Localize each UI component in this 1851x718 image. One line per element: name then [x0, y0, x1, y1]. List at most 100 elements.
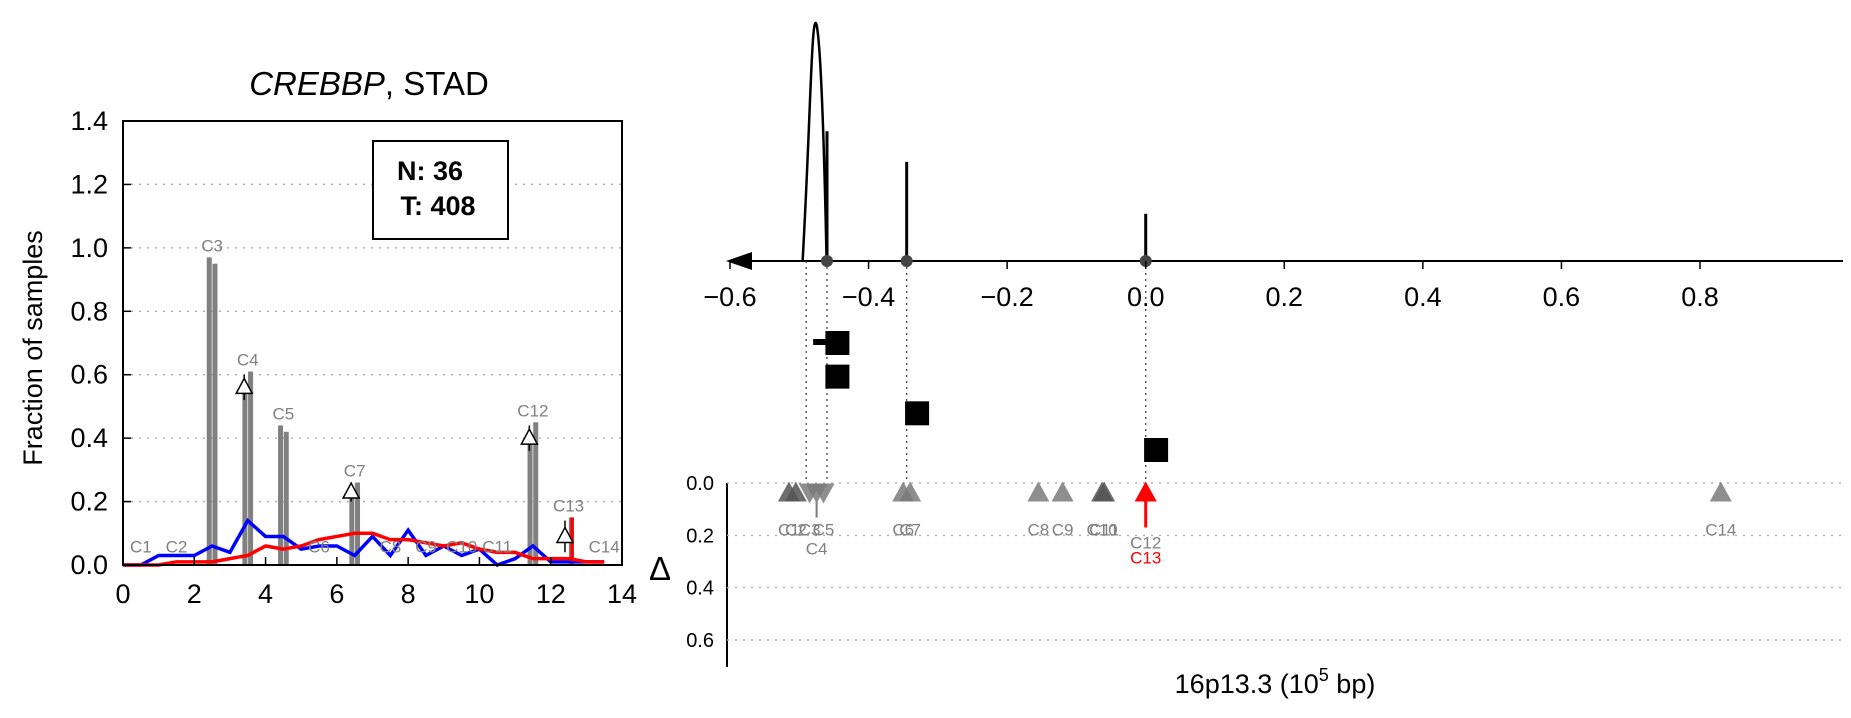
left-component-label: C4 — [237, 351, 259, 370]
right-xtick-label: −0.6 — [703, 282, 756, 312]
left-bar — [533, 422, 539, 565]
right-triangle-marker — [784, 481, 807, 502]
left-component-label: C2 — [166, 537, 188, 556]
left-component-label: C8 — [379, 537, 401, 556]
left-ylabel: Fraction of samples — [18, 230, 48, 466]
left-series-line — [123, 531, 605, 567]
right-square-marker — [1144, 438, 1169, 462]
left-component-label: C3 — [201, 236, 223, 255]
left-ytick-label: 1.2 — [70, 169, 108, 199]
legend-frame — [372, 140, 509, 240]
left-bar — [206, 257, 212, 565]
left-bar — [278, 425, 284, 565]
left-component-label: C11 — [482, 537, 512, 556]
left-ytick-label: 0.6 — [70, 360, 108, 390]
right-component-label: C13 — [1130, 548, 1161, 567]
right-square-marker — [825, 364, 850, 389]
right-ytick-label: 0.0 — [686, 473, 714, 495]
legend-n: N: 36 — [397, 156, 463, 186]
left-bar — [212, 263, 218, 565]
left-xtick-label: 2 — [187, 579, 202, 609]
right-triangle-marker — [1093, 481, 1116, 502]
right-xtick-label: 0.8 — [1681, 282, 1719, 312]
right-triangle-marker — [1134, 481, 1157, 502]
left-xtick-label: 0 — [115, 579, 130, 609]
right-ytick-label: 0.4 — [686, 578, 714, 600]
track-peak-broad — [801, 21, 828, 262]
right-component-label: C1 — [778, 520, 800, 539]
left-ytick-label: 1.4 — [70, 106, 108, 136]
right-grid — [726, 482, 1843, 667]
left-component-label: C10 — [446, 537, 477, 556]
left-series-line — [123, 517, 605, 567]
right-triangle-marker — [1709, 481, 1732, 502]
right-component-label: C3 — [799, 520, 821, 539]
right-ytick-label: 0.6 — [686, 630, 714, 652]
left-ytick-label: 1.0 — [70, 233, 108, 263]
title-gene: CREBBP — [249, 65, 385, 102]
left-xtick-label: 10 — [464, 579, 494, 609]
left-ytick-label: 0.4 — [70, 423, 108, 453]
left-ytick-label: 0.2 — [70, 487, 108, 517]
left-xtick-label: 12 — [536, 579, 566, 609]
right-xtick-label: 0.2 — [1266, 282, 1304, 312]
left-component-label: C7 — [344, 462, 366, 481]
left-xtick-label: 4 — [258, 579, 273, 609]
right-component-label: C7 — [899, 520, 921, 539]
right-xlabel-sup: 5 — [1319, 665, 1329, 685]
right-yticks: 0.0 0.2 0.4 0.6 — [686, 473, 714, 652]
left-bar — [248, 371, 254, 565]
left-chart: CREBBP, STAD Fraction of samples C1 C2 C3 C… — [18, 65, 637, 609]
right-xtick-label: 0.0 — [1127, 282, 1165, 312]
left-component-label: C5 — [273, 404, 295, 423]
left-component-label: C1 — [130, 537, 152, 556]
left-component-label: C14 — [589, 537, 620, 556]
track-direction-arrow — [726, 252, 752, 270]
right-xlabel-end: bp) — [1329, 669, 1376, 699]
left-ytick-label: 0.0 — [70, 550, 108, 580]
delta-triangle — [555, 525, 575, 544]
right-component-label: C11 — [1089, 520, 1119, 539]
right-component-label: C8 — [1027, 520, 1049, 539]
left-ticks: 0 2 4 6 8 10 12 14 0.0 0.2 0.4 0.6 0.8 1.0 1.2 1.4 — [70, 106, 637, 609]
left-chart-title: CREBBP, STAD — [249, 65, 489, 102]
right-component-label: C10 — [1086, 520, 1117, 539]
right-xtick-label: 0.4 — [1404, 282, 1442, 312]
right-square-marker — [905, 401, 930, 426]
legend-t: T: 408 — [400, 191, 475, 221]
right-xlabel: 16p13.3 (105 bp) — [1175, 665, 1376, 699]
left-xtick-label: 6 — [329, 579, 344, 609]
right-triangle-marker — [1027, 481, 1050, 502]
left-bar — [527, 444, 533, 565]
left-xtick-label: 8 — [401, 579, 416, 609]
delta-triangle — [341, 481, 361, 499]
right-squares — [813, 331, 1169, 462]
right-xtick-label: 0.6 — [1543, 282, 1581, 312]
right-ytick-label: 0.2 — [686, 525, 714, 547]
right-component-label: C6 — [892, 520, 914, 539]
left-delta-markers — [234, 374, 575, 553]
left-axes-frame — [122, 120, 623, 566]
left-component-label: C9 — [415, 537, 437, 556]
right-xlabel-main: 16p13.3 (10 — [1175, 669, 1319, 699]
left-component-labels: C1 C2 C3 C4 C5 C6 C7 C8 C9 C10 C11 C12 C13 C14 — [130, 236, 620, 556]
right-component-label: C5 — [813, 520, 835, 539]
right-component-label: C2 — [785, 520, 807, 539]
title-rest: , STAD — [385, 65, 489, 102]
right-component-label: C14 — [1705, 520, 1736, 539]
left-ytick-label: 0.8 — [70, 296, 108, 326]
right-xtick-label: −0.4 — [842, 282, 895, 312]
left-component-label: C13 — [553, 496, 584, 515]
right-component-label: C9 — [1052, 520, 1074, 539]
right-ylabel: Δ — [649, 550, 671, 587]
right-component-label: C12 — [1130, 533, 1161, 552]
legend-box: N: 36 T: 408 — [372, 140, 509, 240]
right-triangle-marker — [899, 481, 922, 502]
gene-track — [726, 21, 1843, 270]
right-triangle-marker — [812, 483, 835, 504]
right-component-label: C4 — [806, 539, 828, 558]
left-bar — [349, 495, 355, 565]
left-component-label: C12 — [517, 401, 548, 420]
left-xtick-label: 14 — [607, 579, 637, 609]
